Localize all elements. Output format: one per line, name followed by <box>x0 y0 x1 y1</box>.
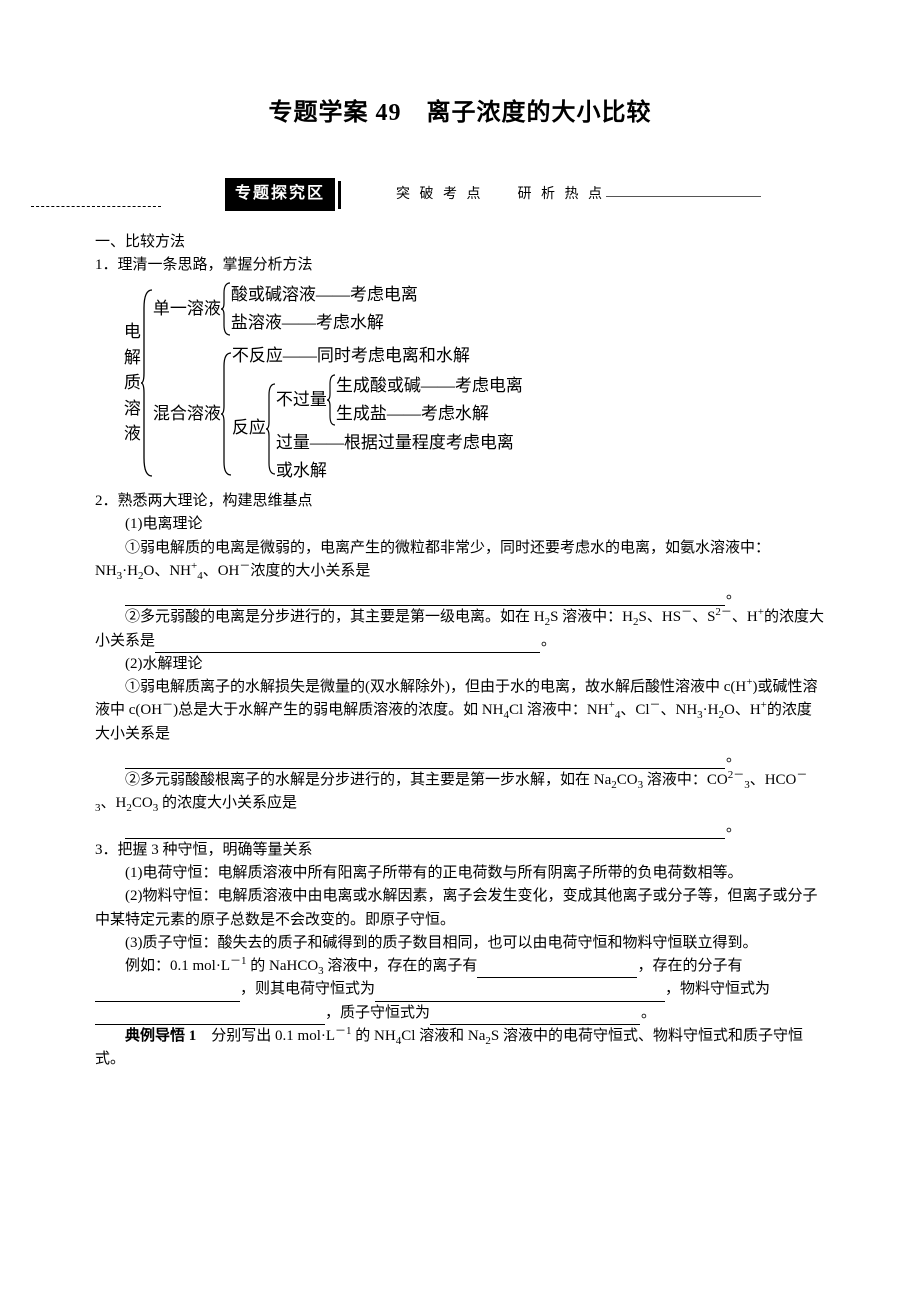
section-subtitle: 突 破 考 点 研 析 热 点 <box>396 184 605 206</box>
page-title: 专题学案 49 离子浓度的大小比较 <box>95 95 825 132</box>
worked-example-1: 典例导悟 1 分别写出 0.1 mol·L－1 的 NH4Cl 溶液和 Na2S… <box>95 1025 825 1072</box>
brace-icon <box>221 281 231 337</box>
point-2-2: (2)水解理论 <box>95 653 825 676</box>
brace-icon <box>141 288 153 478</box>
tree-leaf: 不反应——同时考虑电离和水解 <box>232 343 523 369</box>
tree-leaf: 生成酸或碱——考虑电离 <box>336 373 523 399</box>
section-header: 专题探究区 突 破 考 点 研 析 热 点 <box>95 178 825 211</box>
tree-leaf: 盐溶液——考虑水解 <box>231 310 418 336</box>
section-label-badge: 专题探究区 <box>225 178 335 211</box>
tree-node-noexcess: 不过量 <box>276 387 327 413</box>
vertical-bar-icon <box>338 181 341 209</box>
tree-node-react: 反应 <box>232 415 266 441</box>
tree-leaf: 酸或碱溶液——考虑电离 <box>231 282 418 308</box>
conservation-proton: (3)质子守恒：酸失去的质子和碱得到的质子数目相同，也可以由电荷守恒和物料守恒联… <box>95 932 825 955</box>
heading-methods: 一、比较方法 <box>95 231 825 254</box>
tree-leaf: 或水解 <box>276 458 523 484</box>
point-3: 3．把握 3 种守恒，明确等量关系 <box>95 839 825 862</box>
point-1: 1．理清一条思路，掌握分析方法 <box>95 254 825 277</box>
blank-line: 。 <box>95 746 825 769</box>
para-hydrolysis-poly: ②多元弱酸酸根离子的水解是分步进行的，其主要是第一步水解，如在 Na2CO3 溶… <box>95 769 825 816</box>
brace-icon <box>221 351 232 477</box>
example-fill: 例如：0.1 mol·L－1 的 NaHCO3 溶液中，存在的离子有，存在的分子… <box>95 955 825 1025</box>
tree-node-single: 单一溶液 <box>153 296 221 322</box>
blank-line: 。 <box>95 816 825 839</box>
point-2: 2．熟悉两大理论，构建思维基点 <box>95 490 825 513</box>
horizontal-rule <box>606 196 761 197</box>
conservation-mass: (2)物料守恒：电解质溶液中由电离或水解因素，离子会发生变化，变成其他离子或分子… <box>95 885 825 932</box>
conservation-charge: (1)电荷守恒：电解质溶液中所有阳离子所带有的正电荷数与所有阴离子所带的负电荷数… <box>95 862 825 885</box>
point-2-1: (1)电离理论 <box>95 513 825 536</box>
tree-leaf: 生成盐——考虑水解 <box>336 401 523 427</box>
blank-line: 。 <box>95 583 825 606</box>
example-label: 典例导悟 1 <box>125 1028 196 1044</box>
para-polyprotic: ②多元弱酸的电离是分步进行的，其主要是第一级电离。如在 H2S 溶液中：H2S、… <box>95 606 825 653</box>
para-hydrolysis-weak: ①弱电解质离子的水解损失是微量的(双水解除外)，但由于水的电离，故水解后酸性溶液… <box>95 676 825 746</box>
brace-icon <box>327 373 336 427</box>
brace-icon <box>266 382 276 476</box>
dashed-underline <box>31 206 161 207</box>
hierarchy-tree: 电解质溶液 单一溶液 酸或碱溶液——考虑电离 盐溶液——考虑水解 混合溶液 不反… <box>124 281 825 484</box>
tree-node-mixed: 混合溶液 <box>153 401 221 427</box>
tree-root: 电解质溶液 <box>124 319 141 447</box>
tree-leaf: 过量——根据过量程度考虑电离 <box>276 430 523 456</box>
para-ionization-weak: ①弱电解质的电离是微弱的，电离产生的微粒都非常少，同时还要考虑水的电离，如氨水溶… <box>95 537 825 584</box>
